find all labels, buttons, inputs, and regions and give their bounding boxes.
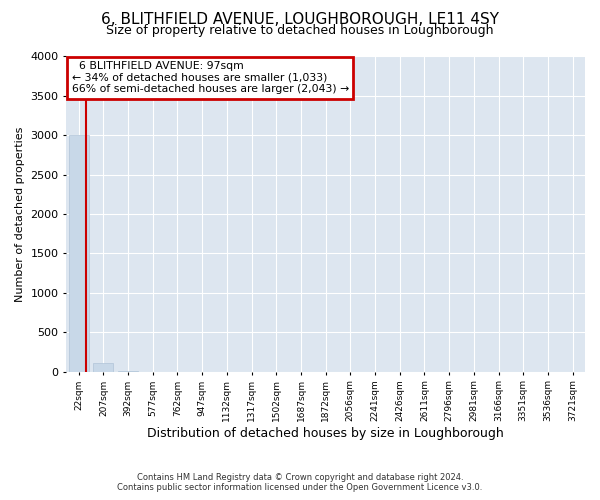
Text: Size of property relative to detached houses in Loughborough: Size of property relative to detached ho… xyxy=(106,24,494,37)
Text: 6, BLITHFIELD AVENUE, LOUGHBOROUGH, LE11 4SY: 6, BLITHFIELD AVENUE, LOUGHBOROUGH, LE11… xyxy=(101,12,499,28)
X-axis label: Distribution of detached houses by size in Loughborough: Distribution of detached houses by size … xyxy=(147,427,504,440)
Y-axis label: Number of detached properties: Number of detached properties xyxy=(15,126,25,302)
Text: Contains HM Land Registry data © Crown copyright and database right 2024.
Contai: Contains HM Land Registry data © Crown c… xyxy=(118,473,482,492)
Text: 6 BLITHFIELD AVENUE: 97sqm
← 34% of detached houses are smaller (1,033)
66% of s: 6 BLITHFIELD AVENUE: 97sqm ← 34% of deta… xyxy=(71,61,349,94)
Bar xyxy=(69,136,89,372)
Bar xyxy=(94,363,113,372)
